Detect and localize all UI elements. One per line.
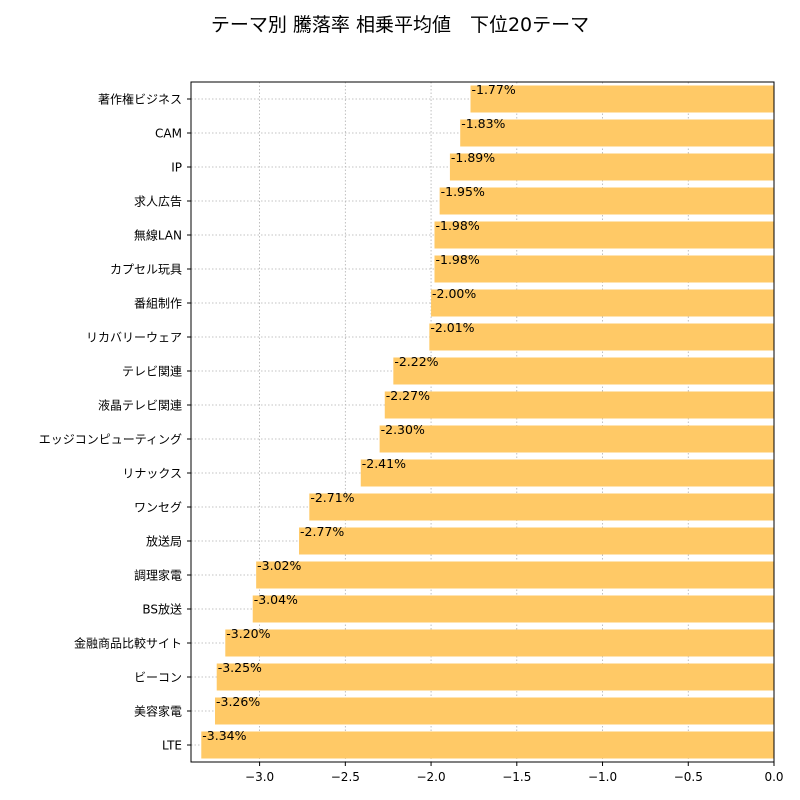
data-label: -1.89% <box>451 150 495 165</box>
y-tick-label: 美容家電 <box>134 704 182 719</box>
bar <box>309 493 774 521</box>
y-tick-label: IP <box>171 161 182 175</box>
y-tick-label: テレビ関連 <box>122 365 182 379</box>
y-tick-label: 著作権ビジネス <box>98 92 182 107</box>
data-label: -3.25% <box>218 660 262 675</box>
data-label: -2.77% <box>300 524 344 539</box>
chart-title: テーマ別 騰落率 相乗平均値 下位20テーマ <box>210 14 590 36</box>
plot-frame <box>190 81 775 763</box>
bar <box>434 221 774 249</box>
y-tick-label: CAM <box>155 127 182 141</box>
data-label: -1.98% <box>435 252 479 267</box>
data-label: -1.77% <box>471 82 515 97</box>
bar <box>449 153 774 181</box>
bar <box>252 595 774 623</box>
bar <box>360 459 774 487</box>
y-tick-label: ビーコン <box>134 671 182 685</box>
bar <box>460 119 774 147</box>
bar <box>431 289 774 317</box>
x-axis-ticks: −3.0 −2.5 −2.0 −1.5 −1.0 −0.5 0.0 <box>245 762 784 784</box>
data-label: -2.22% <box>394 354 438 369</box>
x-tick-label: −2.0 <box>416 770 445 784</box>
bar <box>384 391 774 419</box>
y-tick-label: 求人広告 <box>134 195 182 209</box>
bar <box>393 357 774 385</box>
y-tick-label: ワンセグ <box>134 501 182 515</box>
bar <box>216 663 774 691</box>
y-tick-label: 番組制作 <box>134 297 182 311</box>
x-tick-label: −3.0 <box>245 770 274 784</box>
data-label: -3.26% <box>216 694 260 709</box>
data-label: -2.30% <box>381 422 425 437</box>
data-label: -3.20% <box>226 626 270 641</box>
y-tick-label: 金融商品比較サイト <box>74 636 182 651</box>
bar <box>470 85 774 113</box>
data-labels: -1.77% -1.83% -1.89% -1.95% -1.98% -1.98% -2.0… <box>202 82 516 743</box>
bar <box>434 255 774 283</box>
bar <box>215 697 775 725</box>
data-label: -2.71% <box>310 490 354 505</box>
y-tick-label: エッジコンピューティング <box>39 433 182 447</box>
y-tick-label: 放送局 <box>146 534 182 549</box>
x-tick-label: 0.0 <box>764 770 783 784</box>
data-label: -2.00% <box>432 286 476 301</box>
data-label: -1.98% <box>435 218 479 233</box>
bar <box>439 187 774 215</box>
x-tick-label: −0.5 <box>674 770 703 784</box>
bar <box>379 425 774 453</box>
data-label: -2.41% <box>362 456 406 471</box>
y-tick-label: BS放送 <box>142 602 182 617</box>
y-tick-label: LTE <box>162 739 182 753</box>
y-tick-label: 調理家電 <box>134 568 182 583</box>
y-tick-label: リナックス <box>122 467 182 481</box>
data-label: -2.01% <box>430 320 474 335</box>
y-tick-label: リカバリーウェア <box>86 331 182 345</box>
bar <box>299 527 774 555</box>
bar <box>225 629 774 657</box>
data-label: -2.27% <box>386 388 430 403</box>
x-tick-label: −2.5 <box>331 770 360 784</box>
bar <box>429 323 774 351</box>
x-tick-label: −1.0 <box>588 770 617 784</box>
data-label: -3.34% <box>202 728 246 743</box>
bar <box>256 561 774 589</box>
data-label: -1.83% <box>461 116 505 131</box>
y-tick-label: カプセル玩具 <box>110 263 182 277</box>
data-label: -3.02% <box>257 558 301 573</box>
data-label: -1.95% <box>441 184 485 199</box>
y-tick-label: 液晶テレビ関連 <box>98 398 182 413</box>
bars <box>201 85 775 759</box>
x-tick-label: −1.5 <box>502 770 531 784</box>
bar <box>201 731 775 759</box>
y-tick-label: 無線LAN <box>134 228 182 243</box>
data-label: -3.04% <box>254 592 298 607</box>
